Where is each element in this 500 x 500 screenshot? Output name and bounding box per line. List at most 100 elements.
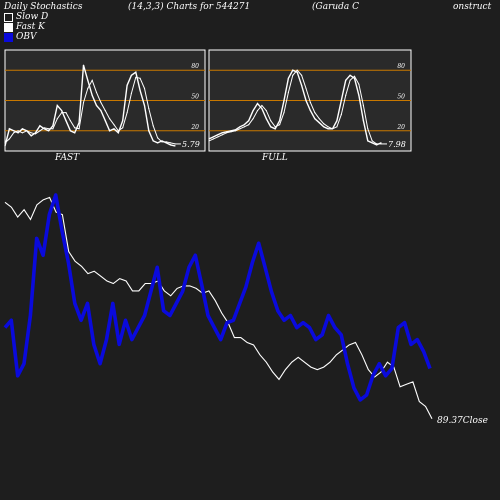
full-point [301,84,303,86]
full-point [371,140,373,142]
full-point [331,128,334,130]
fast-point [152,140,154,142]
fast-point [143,104,146,107]
fast-point [52,125,54,127]
fast-point [8,128,10,130]
fast-point [148,130,150,132]
fast-point [100,110,102,112]
fast-series-1 [4,76,176,145]
full-point [358,94,360,96]
full-point [243,124,245,126]
full-point [265,118,267,120]
full-point [292,69,294,71]
fast-point [82,101,85,104]
fast-point [65,120,67,122]
full-point [371,142,373,144]
fast-point [4,145,6,147]
fast-tick-label: 50 [191,94,199,101]
full-point [248,124,250,126]
fast-point [17,132,19,134]
fast-point [87,87,89,89]
close-price-line [4,196,433,420]
full-point [380,142,382,144]
fast-point [139,77,141,79]
full-point [287,77,289,79]
fast-point [39,130,41,132]
full-series-0 [208,69,382,146]
full-point [226,131,228,133]
fast-point [104,120,106,122]
full-tick-label: 20 [396,124,405,131]
fast-point [161,141,163,143]
fast-point [91,94,93,96]
full-point [226,132,228,134]
fast-point [117,132,119,134]
fast-point [56,118,58,120]
full-point [323,123,325,125]
full-point [248,120,250,122]
fast-point [135,76,137,78]
fast-point [95,104,98,107]
fast-series-0 [4,65,176,147]
full-panel-label: FULL [262,153,288,163]
full-point [314,112,316,114]
legend-swatch-obv [4,32,13,42]
fast-point [95,91,98,93]
full-point [349,74,351,76]
fast-point [135,71,137,73]
full-point [305,87,307,89]
full-point [212,136,214,138]
fast-point [74,127,76,129]
fast-point [113,124,115,126]
fast-point [74,132,76,134]
fast-point [91,79,93,81]
fast-point [174,145,176,147]
fast-point [13,132,15,134]
legend-slow-d: Slow D [4,12,48,22]
company-name: (Garuda C [312,2,360,12]
fast-point [165,141,167,143]
fast-point [165,142,167,144]
full-point [279,120,281,122]
full-point [314,118,316,120]
full-point [340,114,342,116]
fast-point [82,64,85,66]
full-point [336,126,338,128]
legend-label-obv: OBV [16,32,37,42]
fast-point [170,144,172,146]
full-point [327,128,329,130]
full-point [234,129,237,131]
full-point [323,126,325,128]
fast-point [109,118,111,120]
full-point [239,126,241,128]
fast-point [61,110,63,112]
fast-point [126,112,128,114]
full-point [270,126,272,128]
full-point [309,101,311,104]
fast-point [65,112,67,114]
full-point [358,83,360,85]
fast-point [13,130,15,132]
full-series-1 [208,69,381,145]
full-point [252,110,254,112]
fast-point [48,128,50,130]
legend-obv: OBV [4,32,37,42]
full-point [270,120,272,122]
fast-point [122,127,124,129]
fast-tick-label: 20 [190,124,199,131]
fast-point [157,142,159,144]
fast-point [143,87,146,89]
fast-point [87,79,89,81]
fast-last-value: 5.79 [182,140,200,149]
full-point [274,128,276,130]
full-point [296,69,298,71]
fast-point [157,137,159,139]
full-point [340,99,342,102]
full-point [256,102,259,105]
fast-point [61,112,63,114]
main-chart: 89.37Close [3,193,488,426]
full-point [345,94,347,96]
fast-point [78,122,80,124]
full-point [309,110,311,112]
